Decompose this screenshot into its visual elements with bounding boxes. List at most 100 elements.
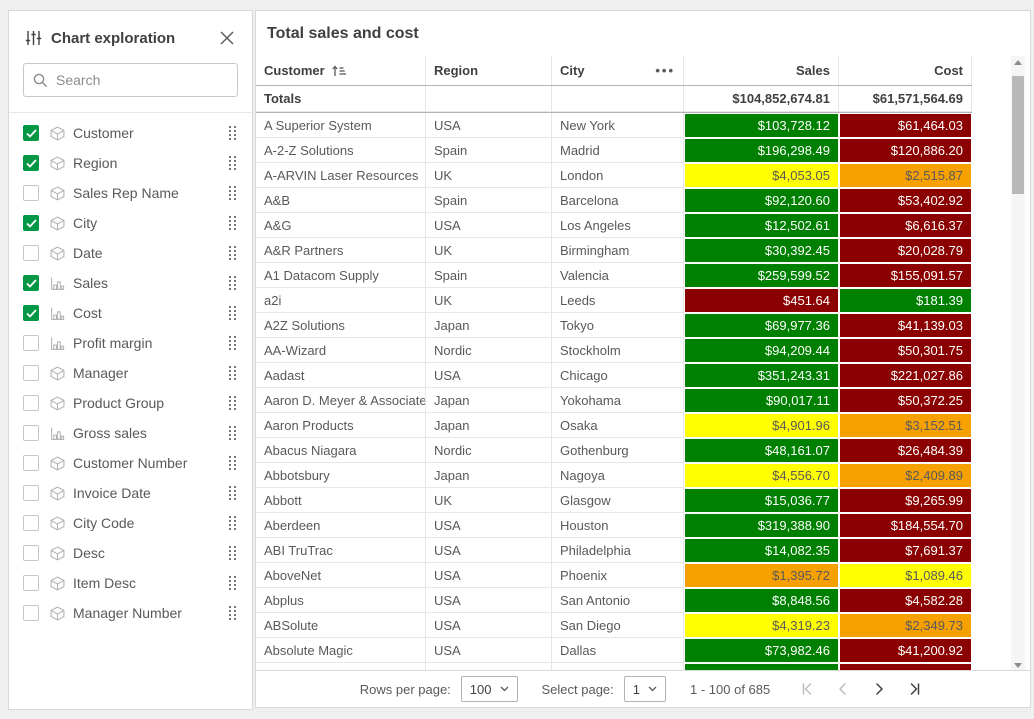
drag-handle-icon[interactable]: [226, 425, 240, 441]
drag-handle-icon[interactable]: [226, 515, 240, 531]
checkbox-checked[interactable]: [23, 155, 39, 171]
cell-region[interactable]: Spain: [426, 188, 552, 213]
cell-city[interactable]: Los Angeles: [552, 213, 684, 238]
scroll-up-icon[interactable]: [1014, 60, 1022, 65]
field-item-manager[interactable]: Manager: [9, 358, 252, 388]
cell-customer[interactable]: Aadast: [256, 363, 426, 388]
field-item-invoice-date[interactable]: Invoice Date: [9, 478, 252, 508]
vertical-scrollbar[interactable]: [1011, 56, 1025, 672]
cell-city[interactable]: Gothenburg: [552, 438, 684, 463]
field-item-gross-sales[interactable]: Gross sales: [9, 418, 252, 448]
checkbox-unchecked[interactable]: [23, 425, 39, 441]
checkbox-unchecked[interactable]: [23, 575, 39, 591]
cell-region[interactable]: Japan: [426, 388, 552, 413]
cell-customer[interactable]: AboveNet: [256, 563, 426, 588]
cell-region[interactable]: Spain: [426, 138, 552, 163]
cell-region[interactable]: UK: [426, 488, 552, 513]
drag-handle-icon[interactable]: [226, 605, 240, 621]
cell-city[interactable]: Stockholm: [552, 338, 684, 363]
checkbox-unchecked[interactable]: [23, 485, 39, 501]
field-item-profit-margin[interactable]: Profit margin: [9, 328, 252, 358]
cell-city[interactable]: Yokohama: [552, 388, 684, 413]
cell-region[interactable]: USA: [426, 113, 552, 138]
cell-city[interactable]: London: [552, 163, 684, 188]
cell-customer[interactable]: Abstract: [256, 663, 426, 672]
cell-city[interactable]: Madrid: [552, 138, 684, 163]
field-item-manager-number[interactable]: Manager Number: [9, 598, 252, 628]
cell-city[interactable]: Leeds: [552, 288, 684, 313]
cell-city[interactable]: Philadelphia: [552, 538, 684, 563]
previous-page-button[interactable]: [830, 676, 856, 702]
cell-customer[interactable]: A Superior System: [256, 113, 426, 138]
cell-region[interactable]: USA: [426, 613, 552, 638]
cell-customer[interactable]: A2Z Solutions: [256, 313, 426, 338]
drag-handle-icon[interactable]: [226, 395, 240, 411]
field-item-city-code[interactable]: City Code: [9, 508, 252, 538]
drag-handle-icon[interactable]: [226, 365, 240, 381]
checkbox-unchecked[interactable]: [23, 245, 39, 261]
cell-city[interactable]: Chicago: [552, 363, 684, 388]
drag-handle-icon[interactable]: [226, 575, 240, 591]
cell-region[interactable]: UK: [426, 163, 552, 188]
rows-per-page-select[interactable]: 100: [460, 676, 518, 702]
drag-handle-icon[interactable]: [226, 455, 240, 471]
column-header-customer[interactable]: Customer: [256, 56, 426, 85]
cell-region[interactable]: USA: [426, 638, 552, 663]
cell-region[interactable]: USA: [426, 588, 552, 613]
cell-region[interactable]: Spain: [426, 263, 552, 288]
checkbox-unchecked[interactable]: [23, 185, 39, 201]
drag-handle-icon[interactable]: [226, 245, 240, 261]
field-item-city[interactable]: City: [9, 208, 252, 238]
cell-customer[interactable]: Abplus: [256, 588, 426, 613]
checkbox-checked[interactable]: [23, 215, 39, 231]
cell-city[interactable]: Seattle: [552, 663, 684, 672]
field-item-customer-number[interactable]: Customer Number: [9, 448, 252, 478]
cell-region[interactable]: UK: [426, 238, 552, 263]
checkbox-unchecked[interactable]: [23, 515, 39, 531]
drag-handle-icon[interactable]: [226, 305, 240, 321]
cell-city[interactable]: Birmingham: [552, 238, 684, 263]
cell-customer[interactable]: Absolute Magic: [256, 638, 426, 663]
column-header-cost[interactable]: Cost: [839, 56, 972, 85]
cell-city[interactable]: Glasgow: [552, 488, 684, 513]
drag-handle-icon[interactable]: [226, 485, 240, 501]
drag-handle-icon[interactable]: [226, 125, 240, 141]
close-icon[interactable]: [216, 27, 238, 49]
cell-region[interactable]: USA: [426, 663, 552, 672]
cell-region[interactable]: Japan: [426, 413, 552, 438]
checkbox-unchecked[interactable]: [23, 605, 39, 621]
cell-customer[interactable]: AA-Wizard: [256, 338, 426, 363]
cell-city[interactable]: San Antonio: [552, 588, 684, 613]
checkbox-unchecked[interactable]: [23, 395, 39, 411]
field-item-item-desc[interactable]: Item Desc: [9, 568, 252, 598]
checkbox-unchecked[interactable]: [23, 545, 39, 561]
next-page-button[interactable]: [866, 676, 892, 702]
drag-handle-icon[interactable]: [226, 545, 240, 561]
column-header-region[interactable]: Region: [426, 56, 552, 85]
drag-handle-icon[interactable]: [226, 185, 240, 201]
cell-customer[interactable]: A&B: [256, 188, 426, 213]
drag-handle-icon[interactable]: [226, 335, 240, 351]
checkbox-checked[interactable]: [23, 305, 39, 321]
cell-customer[interactable]: ABI TruTrac: [256, 538, 426, 563]
field-item-customer[interactable]: Customer: [9, 118, 252, 148]
cell-customer[interactable]: A-2-Z Solutions: [256, 138, 426, 163]
checkbox-unchecked[interactable]: [23, 335, 39, 351]
drag-handle-icon[interactable]: [226, 275, 240, 291]
cell-customer[interactable]: Abacus Niagara: [256, 438, 426, 463]
field-item-cost[interactable]: Cost: [9, 298, 252, 328]
cell-city[interactable]: Phoenix: [552, 563, 684, 588]
cell-city[interactable]: Valencia: [552, 263, 684, 288]
cell-region[interactable]: USA: [426, 563, 552, 588]
drag-handle-icon[interactable]: [226, 155, 240, 171]
cell-region[interactable]: Nordic: [426, 338, 552, 363]
cell-region[interactable]: USA: [426, 363, 552, 388]
scrollbar-thumb[interactable]: [1012, 76, 1024, 194]
column-header-city[interactable]: City •••: [552, 56, 684, 85]
cell-city[interactable]: Tokyo: [552, 313, 684, 338]
cell-customer[interactable]: Aberdeen: [256, 513, 426, 538]
cell-city[interactable]: Dallas: [552, 638, 684, 663]
cell-region[interactable]: USA: [426, 538, 552, 563]
cell-region[interactable]: USA: [426, 213, 552, 238]
cell-region[interactable]: Nordic: [426, 438, 552, 463]
